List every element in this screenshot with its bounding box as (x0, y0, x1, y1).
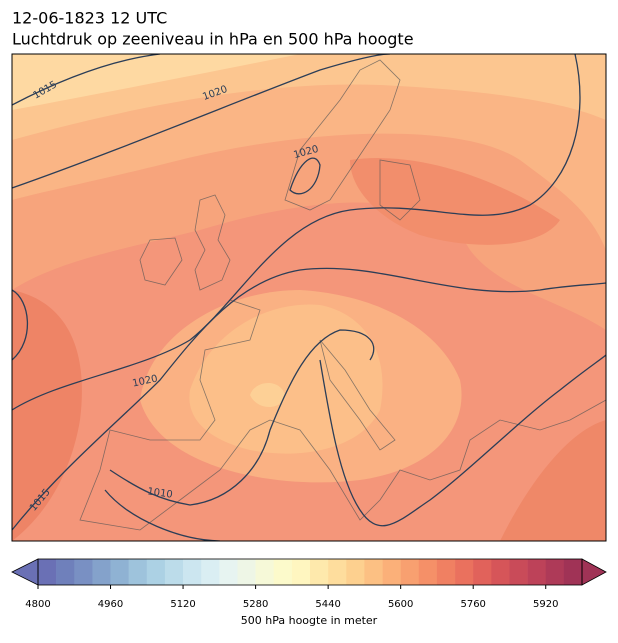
colorbar-tick-label: 5600 (388, 599, 413, 610)
colorbar-segment (527, 559, 547, 585)
coastline (139, 237, 183, 286)
colorbar-segment (491, 559, 510, 585)
colorbar-tick-label: 4960 (98, 599, 123, 610)
coastline (284, 59, 401, 211)
colorbar-segment (418, 559, 438, 585)
colorbar-segment (436, 559, 456, 585)
colorbar-segment (328, 559, 347, 585)
coastline (379, 159, 421, 221)
colorbar-segment (455, 559, 474, 585)
colorbar-tick-label: 4800 (25, 599, 50, 610)
coastline (319, 339, 396, 451)
colorbar-tick-label: 5440 (315, 599, 340, 610)
colorbar-segment (310, 559, 329, 585)
isobar-label: 1010 (147, 486, 174, 500)
isobar (12, 54, 391, 189)
colorbar-segment (219, 559, 238, 585)
field-band (350, 158, 560, 245)
colorbar-segment (38, 559, 57, 585)
colorbar-segment (382, 559, 401, 585)
field-band (12, 290, 82, 541)
colorbar-tick-label: 5120 (170, 599, 195, 610)
field-band (189, 304, 383, 454)
colorbar-segment (110, 559, 129, 585)
coastline (79, 299, 606, 531)
field-band (250, 382, 285, 408)
isobar (12, 54, 161, 106)
colorbar-label: 500 hPa hoogte in meter (241, 614, 378, 627)
isobar (289, 157, 321, 195)
colorbar: 4800 4960 5120 5280 5440 5600 5760 5920 (11, 558, 607, 610)
colorbar-extend (11, 558, 39, 586)
colorbar-segment (545, 559, 565, 585)
isobar (12, 289, 29, 361)
isobar (104, 489, 221, 541)
colorbar-tick-label: 5280 (243, 599, 268, 610)
colorbar-segment (400, 559, 420, 585)
colorbar-segment (92, 559, 111, 585)
colorbar-segment (201, 559, 220, 585)
colorbar-segment (74, 559, 93, 585)
colorbar-tick-label: 5920 (533, 599, 558, 610)
isobar (319, 354, 606, 527)
colorbar-segment (56, 559, 75, 585)
colorbar-segment (563, 559, 583, 585)
colorbar-segment (509, 559, 528, 585)
colorbar-segment (146, 559, 166, 585)
subtitle: Luchtdruk op zeeniveau in hPa en 500 hPa… (12, 30, 414, 49)
colorbar-segment (183, 559, 202, 585)
colorbar-segment (291, 559, 311, 585)
isobar (12, 54, 581, 411)
colorbar-segment (128, 559, 148, 585)
map-frame (11, 53, 607, 542)
isobar (109, 329, 375, 506)
colorbar-segment (255, 559, 275, 585)
colorbar-segment (364, 559, 383, 585)
title: 12-06-1823 12 UTC (12, 9, 167, 28)
colorbar-segment (164, 559, 184, 585)
colorbar-tick-label: 5760 (460, 599, 485, 610)
colorbar-segment (237, 559, 256, 585)
isobar-label: 1020 (132, 373, 159, 389)
colorbar-segment (473, 559, 492, 585)
colorbar-segment (273, 559, 293, 585)
colorbar-frame (37, 558, 583, 586)
colorbar-segment (346, 559, 365, 585)
field-band (12, 54, 300, 110)
coastline (194, 194, 231, 291)
colorbar-extend (581, 558, 607, 586)
field-band (500, 420, 606, 541)
isobar (12, 267, 606, 531)
